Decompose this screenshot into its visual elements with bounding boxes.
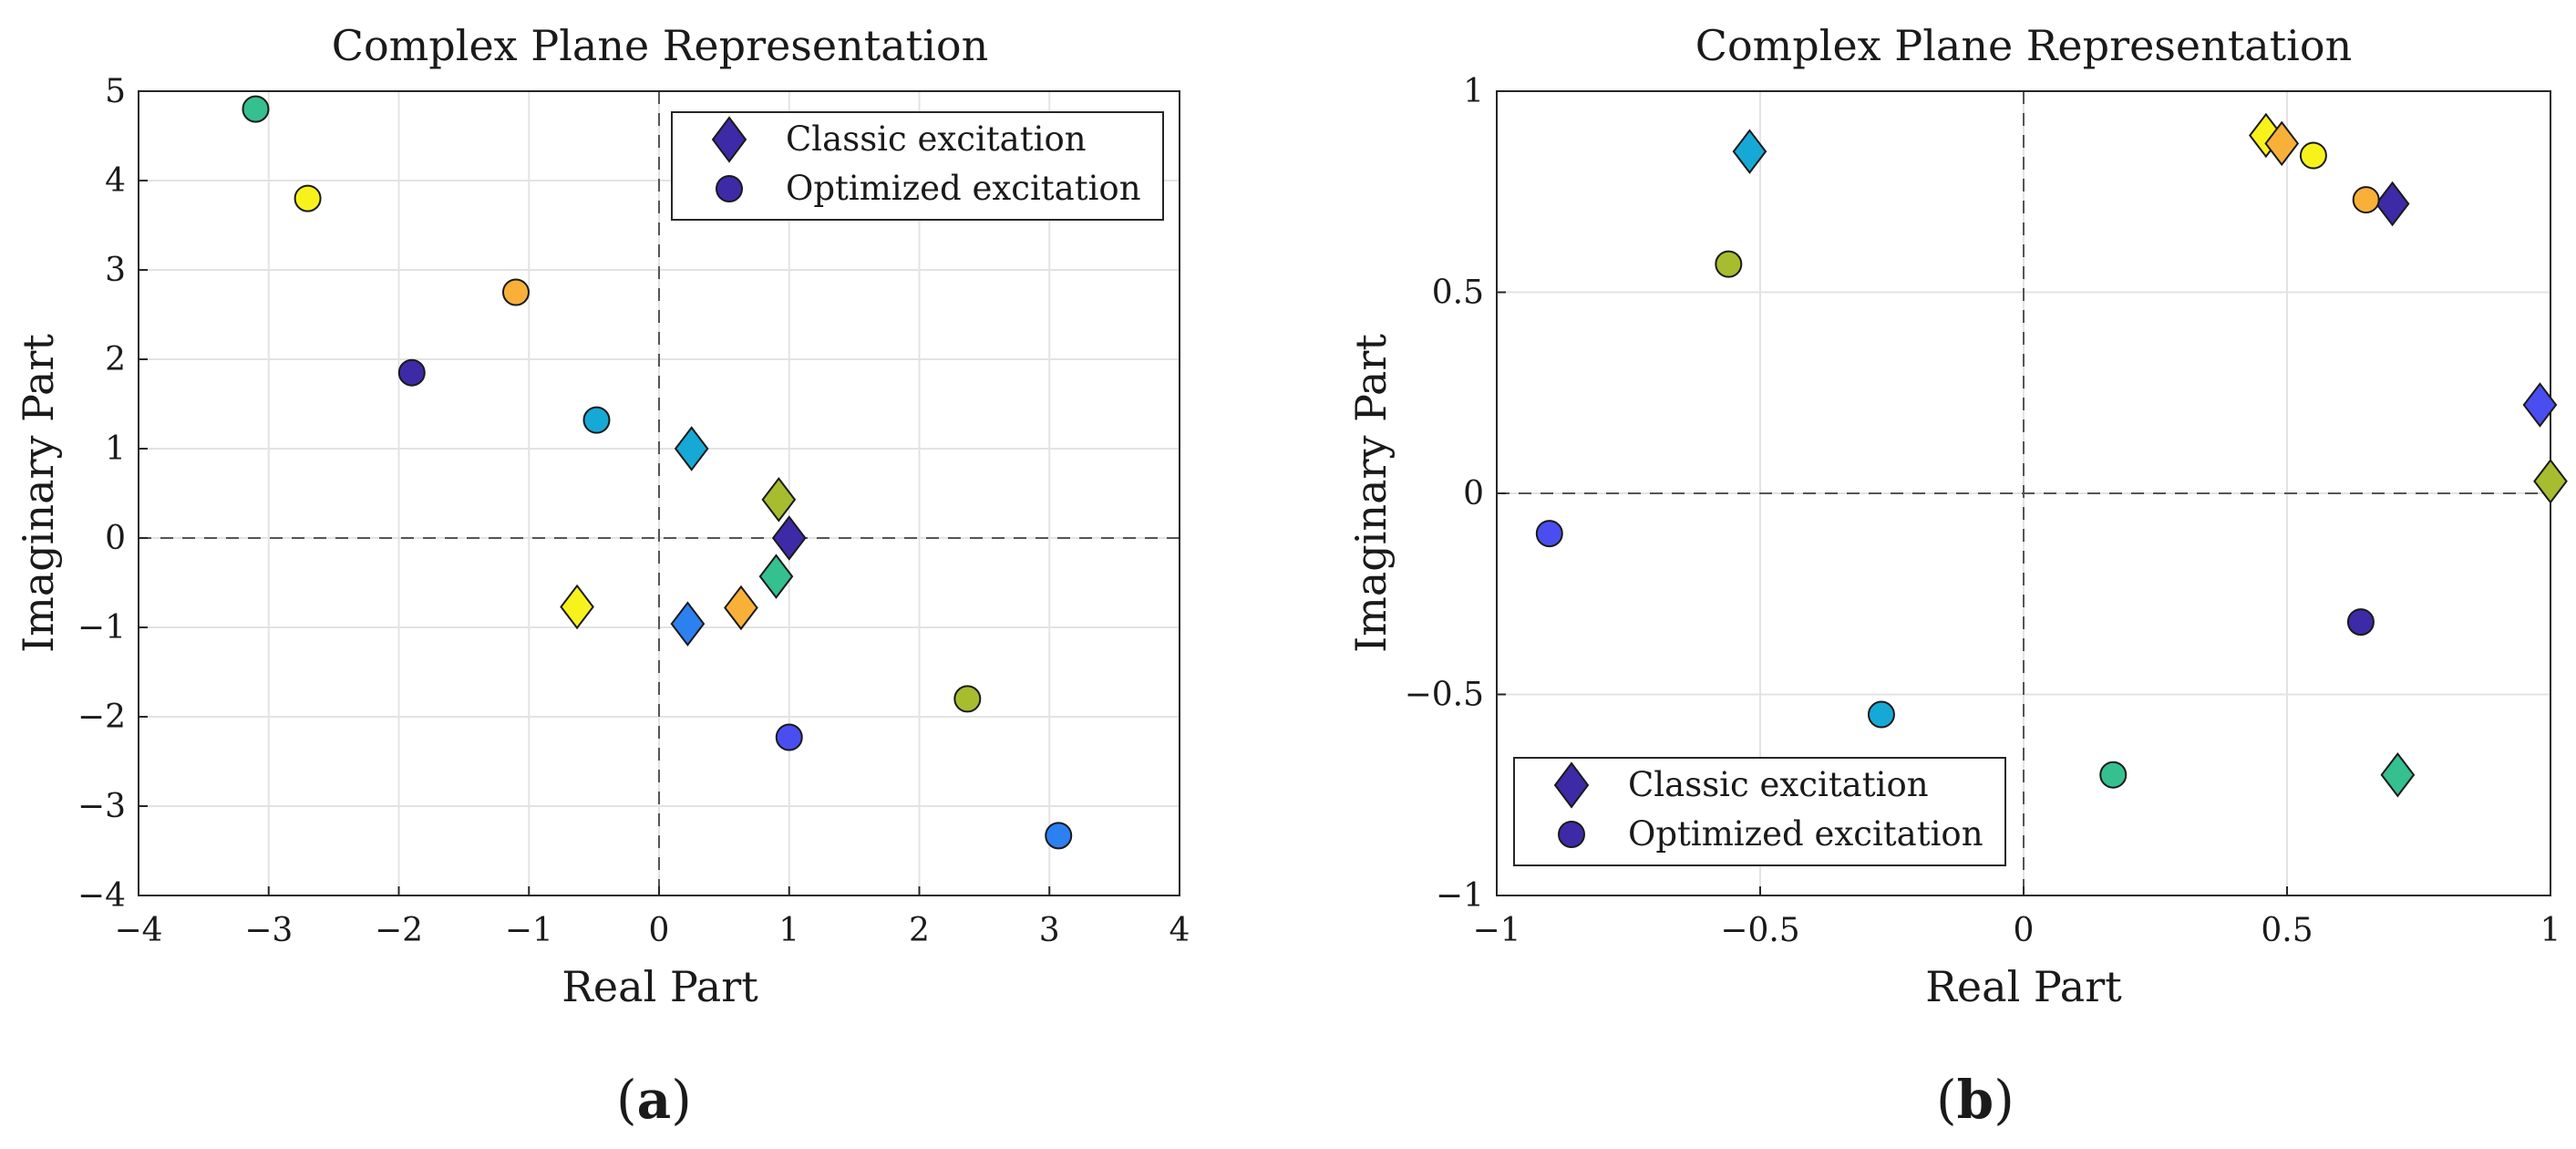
- panel-b-classic-point: [2264, 120, 2300, 167]
- panel-b-title: Complex Plane Representation: [1695, 21, 2352, 70]
- panel-a-xtick-label: 3: [1039, 912, 1060, 949]
- panel-a-optimized-point: [582, 406, 611, 434]
- panel-b-ytick-label: −1: [1436, 877, 1484, 915]
- panel-b-xtick-label: 0.5: [2261, 912, 2313, 949]
- panel-b-optimized-point: [1867, 700, 1895, 729]
- panel-a-ytick-label: 3: [105, 252, 126, 289]
- panel-a-ytick-label: 1: [105, 430, 126, 468]
- panel-b-sublabel: (b): [1936, 1069, 2014, 1131]
- panel-a-xtick-label: 4: [1170, 912, 1190, 949]
- panel-b-legend-circle-icon: [1558, 821, 1585, 848]
- panel-a-legend-box: [671, 111, 1164, 221]
- panel-a-classic-point: [758, 554, 794, 599]
- panel-b-ytick-label: 0: [1463, 475, 1484, 512]
- panel-b-legend-optimized: Optimized excitation: [1628, 814, 1984, 854]
- panel-a-classic-point: [761, 477, 797, 523]
- panel-a-sublabel: (a): [616, 1069, 692, 1131]
- panel-a-xtick-label: 0: [649, 912, 670, 949]
- panel-b-points: [1535, 112, 2568, 798]
- panel-a-ytick-label: 2: [105, 341, 126, 378]
- panel-a-zero-lines: [139, 91, 1180, 895]
- panel-a-optimized-point: [953, 685, 982, 713]
- panel-a-ytick-label: −2: [77, 699, 126, 736]
- panel-b-classic-point: [2380, 751, 2416, 798]
- panel-a-legend-diamond-icon: [711, 116, 747, 163]
- panel-a-title: Complex Plane Representation: [332, 21, 988, 70]
- panel-b-zero-lines: [1497, 91, 2550, 895]
- panel-a-optimized-point: [242, 95, 270, 123]
- panel-a-ytick-label: 4: [105, 162, 126, 200]
- panel-a-optimized-point: [501, 278, 530, 306]
- panel-a-xtick-label: −2: [375, 912, 423, 949]
- panel-a-optimized-point: [397, 358, 426, 387]
- panel-b-legend: Classic excitation Optimized excitation: [1513, 757, 2006, 866]
- panel-a-optimized-point: [294, 184, 322, 212]
- panel-a-optimized-point: [775, 723, 803, 751]
- panel-b-ylabel: Imaginary Part: [1346, 334, 1396, 653]
- panel-b-optimized-point: [2099, 761, 2128, 789]
- panel-b-xtick-label: −1: [1472, 912, 1520, 949]
- panel-a-xtick-label: −1: [505, 912, 553, 949]
- panel-a-classic-point: [674, 426, 709, 471]
- panel-b: Complex Plane Representation −1 −0.5 0 0.5 1…: [1346, 21, 2568, 1131]
- panel-b-xlabel: Real Part: [1925, 962, 2122, 1011]
- panel-a-optimized-point: [1045, 822, 1073, 850]
- panel-b-classic-point: [1732, 129, 1767, 174]
- panel-a-legend-optimized: Optimized excitation: [786, 169, 1141, 208]
- panel-a-xtick-label: 2: [909, 912, 930, 949]
- panel-a-letter: a: [637, 1069, 672, 1131]
- panel-b-ytick-label: 1: [1463, 73, 1484, 110]
- panel-a-ytick-label: 5: [105, 73, 126, 110]
- panel-b-optimized-point: [2346, 608, 2375, 637]
- panel-b-tick-labels: −1 −0.5 0 0.5 1 −1 −0.5 0 0.5 1: [1405, 73, 2561, 949]
- panel-a-xtick-label: −3: [244, 912, 293, 949]
- panel-a-ytick-label: −1: [77, 609, 126, 647]
- panel-b-optimized-point: [2299, 141, 2327, 170]
- panel-a-ytick-label: 0: [105, 520, 126, 557]
- panel-a-legend-classic: Classic excitation: [786, 119, 1087, 159]
- panel-a-classic-point: [560, 584, 594, 630]
- panel-b-optimized-point: [1535, 520, 1563, 548]
- panel-b-optimized-point: [2352, 186, 2380, 214]
- panel-a-ytick-label: −4: [77, 877, 126, 915]
- panel-a-legend: Classic excitation Optimized excitation: [671, 111, 1164, 221]
- panel-b-legend-classic: Classic excitation: [1628, 765, 1929, 804]
- panel-b-xtick-label: −0.5: [1720, 912, 1799, 949]
- panel-a-xlabel: Real Part: [562, 962, 758, 1011]
- panel-b-legend-box: [1513, 757, 2006, 866]
- panel-a-ylabel: Imaginary Part: [14, 334, 63, 653]
- panel-b-ytick-label: −0.5: [1405, 677, 1484, 714]
- panel-b-optimized-point: [1715, 250, 1743, 278]
- panel-a-classic-point: [670, 601, 706, 647]
- panel-b-classic-point: [2533, 459, 2568, 504]
- panel-a-classic-point: [771, 515, 807, 561]
- panel-a-legend-circle-icon: [716, 175, 743, 202]
- panel-b-legend-diamond-icon: [1553, 761, 1590, 809]
- panel-a-xtick-label: 1: [778, 912, 799, 949]
- panel-a-ytick-label: −3: [77, 788, 126, 825]
- panel-b-classic-point: [2522, 382, 2558, 428]
- panel-b-letter: b: [1957, 1069, 1994, 1131]
- panel-b-xtick-label: 0: [2014, 912, 2035, 949]
- panel-a-xtick-label: −4: [114, 912, 162, 949]
- panel-b-ytick-label: 0.5: [1432, 274, 1484, 312]
- panel-a-points: [242, 95, 1073, 850]
- panel-a-tick-labels: −4 −3 −2 −1 0 1 2 3 4 −4 −3 −2 −1 0 1 2 3 4 5: [77, 73, 1190, 949]
- panel-b-xtick-label: 1: [2540, 912, 2561, 949]
- panel-a: Complex Plane Representation −4 −3 −2 −1 0 1 2…: [14, 21, 1190, 1131]
- panel-a-classic-point: [724, 585, 758, 631]
- panel-b-classic-point: [2375, 181, 2410, 227]
